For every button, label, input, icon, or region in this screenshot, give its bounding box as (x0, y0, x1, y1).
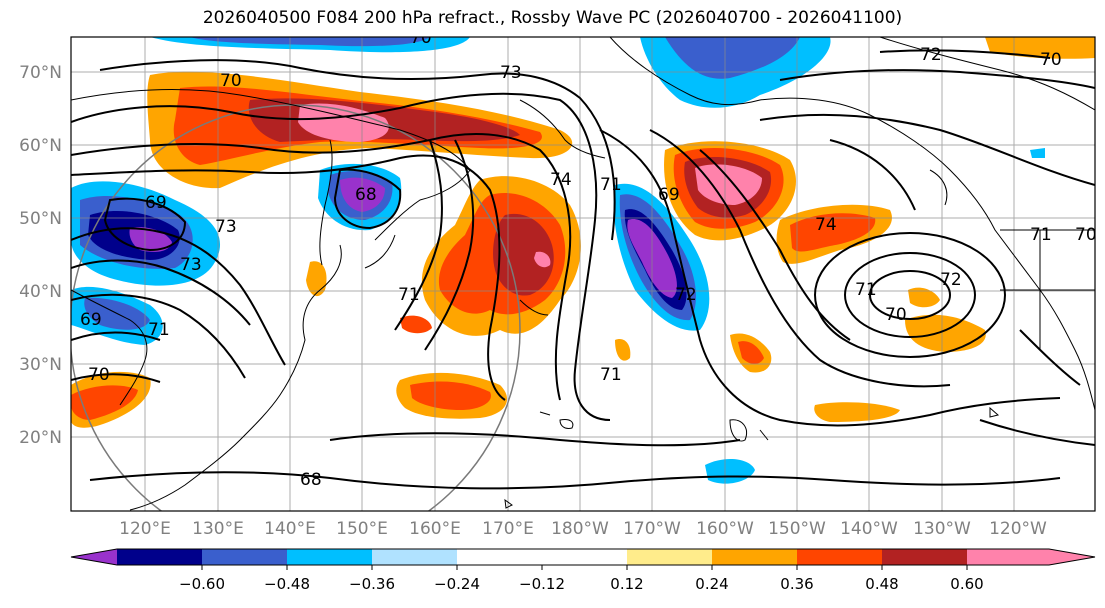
colorbar-tick-label: −0.48 (264, 575, 310, 593)
contour-label: 68 (355, 185, 377, 205)
colorbar-segment (627, 549, 712, 565)
contour-label: 70 (410, 28, 432, 48)
longitude-labels: 120°E 130°E 140°E 150°E 160°E 170°E 180°… (119, 519, 1047, 539)
lon-label: 170°W (623, 519, 681, 539)
lon-label: 150°E (336, 519, 388, 539)
great-circle-ring (71, 104, 521, 511)
contour-labels: 70 70 73 68 69 73 69 71 70 68 71 74 71 6… (80, 28, 1097, 490)
contour-label: 72 (920, 45, 942, 65)
anomaly-patch (1030, 148, 1045, 158)
colorbar-segment (202, 549, 287, 565)
colorbar-extend-right (967, 549, 1095, 565)
colorbar-segment (712, 549, 797, 565)
anomaly-patch (190, 37, 430, 47)
colorbar-segment (372, 549, 457, 565)
colorbar-tick-label: −0.12 (519, 575, 565, 593)
anomaly-patch (400, 315, 432, 334)
lon-label: 130°E (192, 519, 244, 539)
lat-label: 20°N (19, 428, 62, 448)
lon-label: 160°W (696, 519, 754, 539)
contour-label: 71 (855, 280, 877, 300)
map-frame (70, 36, 1096, 512)
latitude-labels: 70°N 60°N 50°N 40°N 30°N 20°N (19, 63, 62, 448)
colorbar-tick-label: −0.36 (349, 575, 395, 593)
gridlines (71, 37, 1095, 511)
colorbar-segment (542, 549, 627, 565)
lon-label: 130°W (913, 519, 971, 539)
colorbar-segment (797, 549, 882, 565)
anomaly-patch (71, 385, 138, 420)
contour-label: 74 (815, 215, 837, 235)
colorbar-tick-label: −0.60 (179, 575, 225, 593)
lon-label: 140°W (840, 519, 898, 539)
map-field: 70 70 73 68 69 73 69 71 70 68 71 74 71 6… (71, 28, 1097, 511)
colorbar-segment (457, 549, 542, 565)
contour-label: 70 (885, 305, 907, 325)
colorbar-outline (70, 548, 1096, 566)
contour-label: 68 (300, 470, 322, 490)
contour-label: 71 (1030, 225, 1052, 245)
lon-label: 160°E (409, 519, 461, 539)
colorbar-tick-label: −0.24 (434, 575, 480, 593)
contour-label: 72 (675, 285, 697, 305)
contour-label: 70 (220, 71, 242, 91)
contour-label: 72 (940, 270, 962, 290)
lon-label: 120°E (119, 519, 171, 539)
colorbar (70, 548, 1096, 566)
lon-label: 150°W (768, 519, 826, 539)
colorbar-extend-left (71, 549, 117, 565)
lon-label: 140°E (264, 519, 316, 539)
coastlines (71, 37, 1095, 511)
contour-label: 73 (180, 255, 202, 275)
anomaly-patch (790, 213, 876, 252)
contour-label: 69 (80, 310, 102, 330)
lat-label: 50°N (19, 209, 62, 229)
colorbar-tick-labels: −0.60 −0.48 −0.36 −0.24 −0.12 0.12 0.24 … (179, 575, 984, 593)
contour-label: 73 (500, 63, 522, 83)
contour-label: 69 (658, 185, 680, 205)
map-title: 2026040500 F084 200 hPa refract., Rossby… (202, 8, 903, 28)
colorbar-segment (117, 549, 202, 565)
lon-label: 120°W (989, 519, 1047, 539)
lat-label: 40°N (19, 282, 62, 302)
colorbar-tick-label: 0.36 (780, 575, 813, 593)
contour-label: 71 (600, 175, 622, 195)
colorbar-tick-label: 0.24 (695, 575, 728, 593)
lon-label: 170°E (482, 519, 534, 539)
anomaly-patch (738, 341, 764, 364)
contour-label: 70 (1040, 50, 1062, 70)
colorbar-ticks (201, 565, 968, 570)
colorbar-tick-label: 0.12 (610, 575, 643, 593)
colorbar-segment (882, 549, 967, 565)
contour-label: 70 (1075, 225, 1097, 245)
colorbar-segment (287, 549, 372, 565)
contour-label: 71 (148, 320, 170, 340)
colorbar-tick-label: 0.48 (865, 575, 898, 593)
contour-label: 74 (550, 170, 572, 190)
lat-label: 70°N (19, 63, 62, 83)
anomaly-patch (814, 402, 900, 422)
anomaly-patch (615, 339, 631, 361)
anomaly-patch (665, 37, 800, 79)
colorbar-tick-label: 0.60 (950, 575, 983, 593)
contour-label: 70 (88, 365, 110, 385)
anomaly-patch (534, 251, 551, 268)
anomaly-patch (905, 314, 986, 352)
lat-label: 60°N (19, 136, 62, 156)
contour-label: 71 (398, 285, 420, 305)
anomaly-patch (908, 287, 940, 308)
anomaly-patch (410, 381, 491, 410)
contour-label: 69 (145, 193, 167, 213)
contour-label: 71 (600, 365, 622, 385)
anomaly-patch (695, 164, 762, 205)
lat-label: 30°N (19, 355, 62, 375)
anomaly-patch (306, 261, 327, 297)
contour-lines (71, 49, 1095, 490)
contour-label: 73 (215, 217, 237, 237)
lon-label: 180°W (551, 519, 609, 539)
